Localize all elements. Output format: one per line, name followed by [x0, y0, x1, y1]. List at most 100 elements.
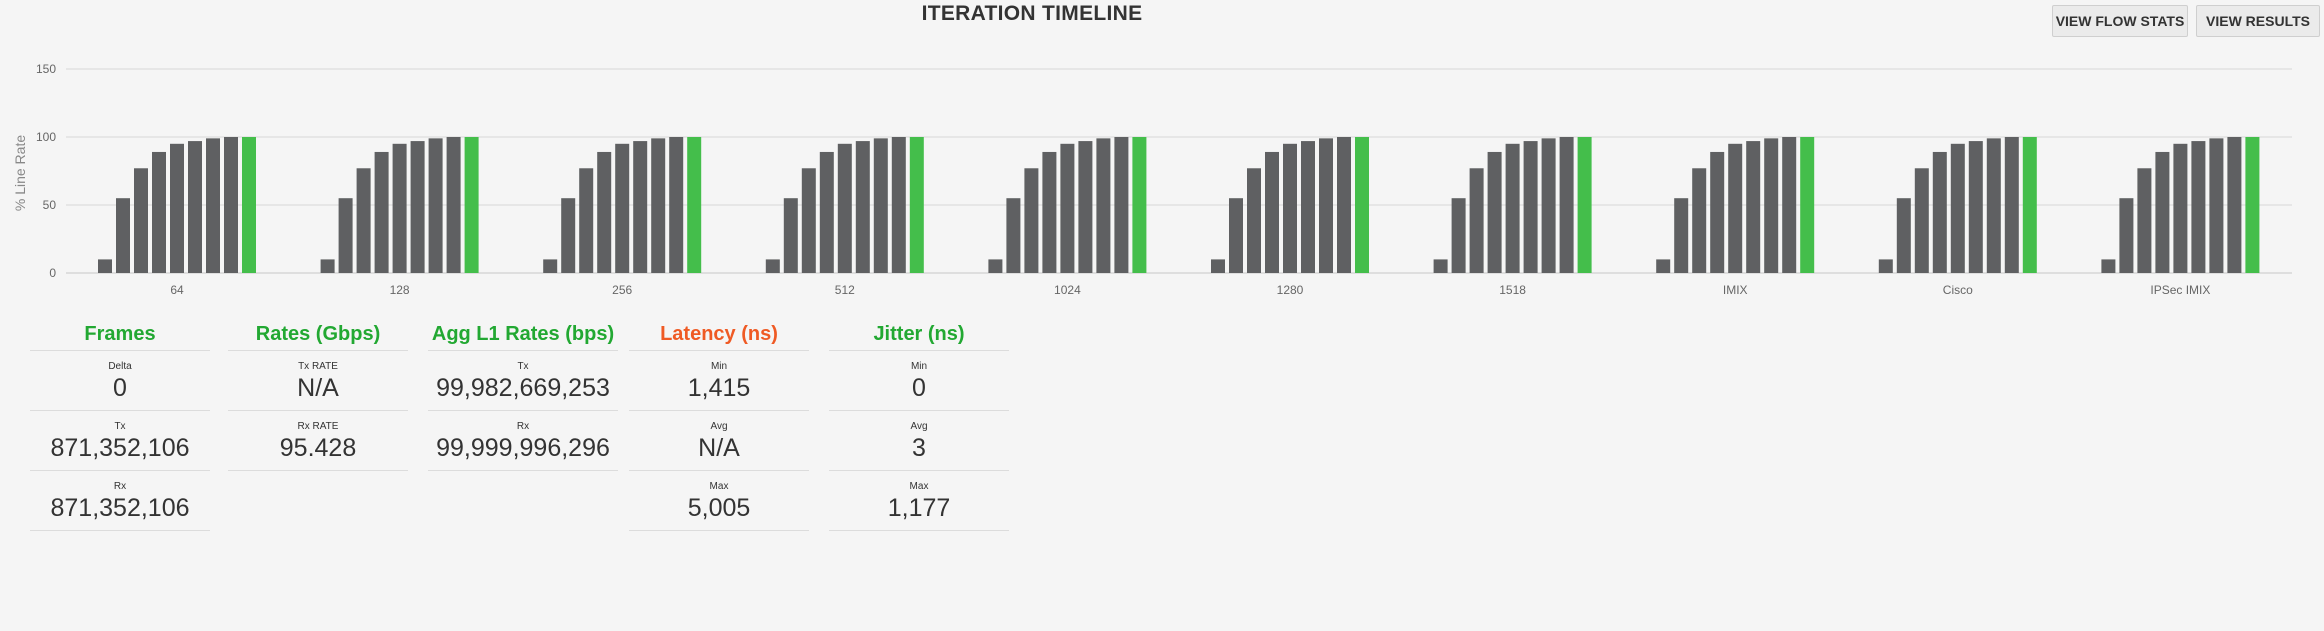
bar: [1114, 137, 1129, 273]
bar: [597, 151, 612, 273]
agg-tx-cell: Tx 99,982,669,253: [428, 351, 618, 411]
bar: [1541, 138, 1556, 273]
bar: [1728, 143, 1743, 273]
bar: [1301, 141, 1315, 273]
bar: [1451, 198, 1466, 273]
jitter-panel: Jitter (ns) Min 0 Avg 3 Max 1,177: [829, 318, 1009, 531]
bar: [891, 137, 906, 273]
latency-avg-value: N/A: [698, 434, 740, 462]
bar: [1024, 168, 1039, 273]
bar: [1746, 141, 1761, 273]
bar: [224, 137, 238, 273]
latency-max-value: 5,005: [687, 494, 751, 522]
bar: [988, 259, 1003, 273]
bar: [1968, 141, 1983, 273]
stat-label: Min: [910, 361, 928, 372]
bar: [1764, 138, 1779, 273]
view-results-button[interactable]: VIEW RESULTS: [2196, 5, 2320, 37]
latency-panel: Latency (ns) Min 1,415 Avg N/A Max 5,005: [629, 318, 809, 531]
bar: [2209, 138, 2224, 273]
bar: [1692, 168, 1707, 273]
bar: [134, 168, 148, 273]
bar: [410, 141, 425, 273]
frames-heading: Frames: [30, 318, 210, 351]
bar: [855, 141, 870, 273]
bar: [1042, 151, 1057, 273]
bar: [428, 138, 443, 273]
bar: [1656, 259, 1671, 273]
agg-l1-rates-panel: Agg L1 Rates (bps) Tx 99,982,669,253 Rx …: [428, 318, 618, 471]
rx-rate-cell: Rx RATE 95.428: [228, 411, 408, 471]
bar: [152, 151, 166, 273]
bar-final: [687, 137, 702, 273]
bar: [188, 141, 202, 273]
bar: [2173, 143, 2188, 273]
frames-panel: Frames Delta 0 Tx 871,352,106 Rx 871,352…: [30, 318, 210, 531]
bar: [320, 259, 335, 273]
bar: [1433, 259, 1448, 273]
bar: [1006, 198, 1021, 273]
rates-panel: Rates (Gbps) Tx RATE N/A Rx RATE 95.428: [228, 318, 408, 471]
jitter-min-value: 0: [912, 374, 926, 402]
bar: [1914, 168, 1929, 273]
bar: [1247, 168, 1261, 273]
bar: [374, 151, 389, 273]
bar: [1283, 143, 1297, 273]
y-tick-label: 0: [49, 266, 56, 280]
bar-final: [464, 137, 479, 273]
bar: [1932, 151, 1947, 273]
stat-label: Avg: [910, 421, 928, 432]
bar-final: [1800, 137, 1815, 273]
bar-final: [1355, 137, 1369, 273]
y-axis-label: % Line Rate: [12, 135, 28, 211]
y-tick-label: 100: [36, 130, 56, 144]
stat-label: Avg: [710, 421, 728, 432]
iteration-timeline-chart: 0 50 100 150 % Line Rate 64 128 256 512 1024 1280 1…: [12, 62, 2292, 297]
view-flow-stats-button[interactable]: VIEW FLOW STATS: [2052, 5, 2188, 37]
latency-max-cell: Max 5,005: [629, 471, 809, 531]
frames-tx-cell: Tx 871,352,106: [30, 411, 210, 471]
bar: [206, 138, 220, 273]
bar: [1487, 151, 1502, 273]
bar-final: [1577, 137, 1592, 273]
latency-avg-cell: Avg N/A: [629, 411, 809, 471]
jitter-max-value: 1,177: [887, 494, 951, 522]
bar: [1950, 143, 1965, 273]
agg-l1-rates-heading: Agg L1 Rates (bps): [428, 318, 618, 351]
bar: [446, 137, 461, 273]
bar: [338, 198, 353, 273]
bar: [2155, 151, 2170, 273]
stat-label: Max: [709, 481, 729, 492]
frames-rx-cell: Rx 871,352,106: [30, 471, 210, 531]
bar: [801, 168, 816, 273]
bar: [1896, 198, 1911, 273]
bar: [1559, 137, 1574, 273]
page-title: ITERATION TIMELINE: [921, 2, 1143, 25]
bar: [543, 259, 558, 273]
jitter-heading: Jitter (ns): [829, 318, 1009, 351]
agg-rx-value: 99,999,996,296: [436, 434, 610, 462]
bar: [1229, 198, 1243, 273]
bar: [2101, 259, 2116, 273]
bar: [1211, 259, 1225, 273]
bar: [633, 141, 648, 273]
bar: [2191, 141, 2206, 273]
jitter-min-cell: Min 0: [829, 351, 1009, 411]
x-tick-label: Cisco: [1943, 283, 1973, 297]
bar: [615, 143, 630, 273]
bar: [170, 143, 184, 273]
latency-min-cell: Min 1,415: [629, 351, 809, 411]
stat-label: Max: [909, 481, 929, 492]
frames-delta-value: 0: [113, 374, 127, 402]
bar-final: [1132, 137, 1147, 273]
bar-final: [242, 137, 256, 273]
frames-tx-value: 871,352,106: [50, 434, 190, 462]
bar: [873, 138, 888, 273]
bar: [651, 138, 666, 273]
stat-label: Tx: [114, 421, 126, 432]
y-tick-label: 50: [43, 198, 57, 212]
stat-label: Rx: [516, 421, 530, 432]
tx-rate-value: N/A: [297, 374, 339, 402]
bar: [1782, 137, 1797, 273]
bar: [1878, 259, 1893, 273]
